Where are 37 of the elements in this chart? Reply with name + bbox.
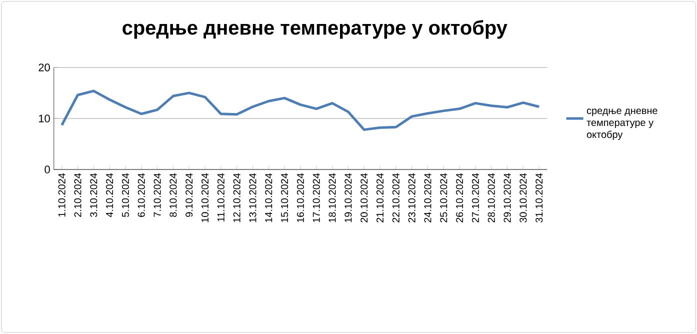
x-tick-label: 29.10.2024 [504, 173, 511, 222]
x-tick-label: 16.10.2024 [296, 173, 304, 222]
x-tick-label: 5.10.2024 [122, 173, 129, 217]
x-tick-label: 10.10.2024 [201, 173, 209, 222]
y-tick-label: 0 [44, 166, 50, 174]
x-tick-label: 28.10.2024 [488, 173, 495, 222]
y-tick-label: 20 [38, 64, 50, 72]
legend-label: средње дневне температуре у октобру [586, 108, 658, 140]
x-tick-label: 22.10.2024 [392, 173, 400, 222]
x-tick-label: 18.10.2024 [328, 173, 336, 222]
line-series [60, 90, 540, 131]
x-tick-label: 24.10.2024 [424, 173, 432, 222]
x-tick-label: 23.10.2024 [408, 173, 416, 222]
x-tick-label: 2.10.2024 [74, 173, 82, 217]
x-tick-label: 14.10.2024 [265, 173, 272, 222]
x-tick-label: 4.10.2024 [106, 173, 114, 218]
x-tick-label: 13.10.2024 [249, 173, 256, 222]
x-tick-label: 19.10.2024 [344, 173, 352, 222]
chart-title: средње дневне температуре у октобру [122, 20, 508, 39]
x-tick-label: 25.10.2024 [440, 173, 448, 222]
x-tick-label: 8.10.2024 [170, 173, 177, 217]
x-tick-label: 30.10.2024 [520, 173, 527, 223]
x-tick-label: 31.10.2024 [536, 173, 543, 223]
x-tick-label: 9.10.2024 [186, 173, 193, 217]
x-tick-label: 6.10.2024 [138, 173, 145, 217]
x-tick-label: 15.10.2024 [281, 173, 288, 222]
x-tick-label: 11.10.2024 [217, 173, 224, 222]
x-tick-label: 12.10.2024 [233, 173, 240, 222]
y-tick-label: 10 [38, 114, 50, 122]
x-tick-label: 1.10.2024 [58, 173, 66, 217]
x-tick-label: 21.10.2024 [376, 173, 384, 222]
x-tick-label: 7.10.2024 [154, 173, 161, 217]
x-tick-label: 3.10.2024 [90, 173, 98, 218]
x-tick-label: 27.10.2024 [472, 173, 479, 222]
x-tick-label: 20.10.2024 [360, 173, 368, 222]
x-tick-label: 17.10.2024 [312, 173, 320, 222]
x-tick-label: 26.10.2024 [456, 173, 464, 222]
